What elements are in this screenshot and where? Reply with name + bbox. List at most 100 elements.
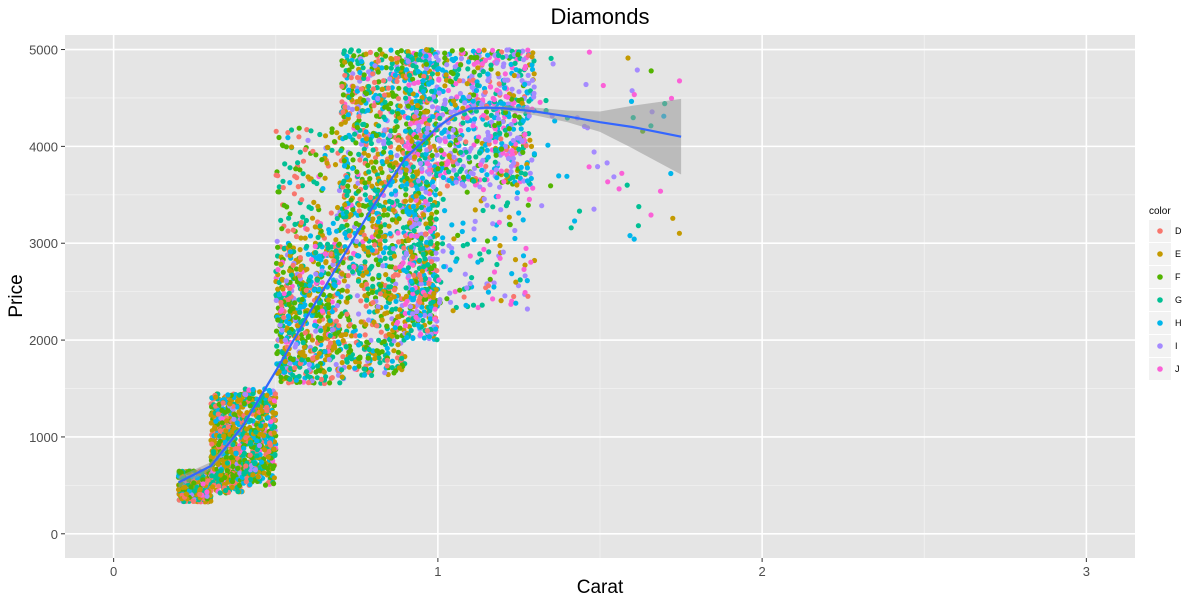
point-I (442, 97, 448, 103)
point-H (433, 326, 439, 332)
point-H (410, 203, 416, 210)
point-I (375, 95, 381, 101)
point-E (372, 355, 378, 362)
point-G (212, 474, 218, 480)
point-D (482, 89, 488, 95)
point-H (311, 287, 317, 293)
point-I (429, 104, 436, 110)
point-H (449, 56, 455, 62)
point-E (264, 392, 270, 398)
point-D (483, 163, 489, 169)
point-E (224, 418, 230, 424)
point-F (376, 79, 382, 85)
point-F (313, 152, 319, 158)
point-H (509, 271, 515, 277)
point-G (338, 225, 344, 231)
point-E (210, 484, 216, 490)
point-E (244, 410, 250, 416)
point-G (350, 269, 356, 275)
point-G (218, 468, 224, 474)
point-F (287, 355, 294, 361)
point-I (435, 57, 441, 63)
point-F (438, 147, 444, 153)
point-D (285, 130, 291, 136)
point-G (300, 171, 306, 177)
point-F (460, 174, 466, 180)
point-E (272, 410, 279, 416)
point-G (217, 433, 223, 439)
point-D (384, 357, 390, 363)
point-E (176, 487, 182, 493)
point-D (422, 292, 428, 298)
point-G (543, 97, 549, 104)
point-H (471, 237, 477, 243)
point-D (297, 255, 303, 261)
point-F (434, 209, 440, 215)
point-H (341, 163, 348, 169)
point-G (424, 179, 430, 185)
point-I (505, 155, 512, 162)
point-E (287, 268, 293, 274)
point-E (275, 286, 281, 292)
x-tick-label: 3 (1083, 564, 1090, 579)
point-E (261, 433, 267, 439)
point-J (413, 314, 419, 320)
point-H (307, 282, 313, 288)
point-I (405, 58, 411, 64)
point-G (252, 461, 258, 467)
point-F (329, 126, 335, 132)
point-E (403, 293, 409, 299)
point-H (334, 228, 340, 234)
point-F (314, 305, 321, 311)
point-D (357, 157, 363, 163)
point-H (407, 87, 414, 93)
point-D (370, 71, 376, 77)
point-G (482, 177, 488, 183)
point-H (408, 278, 414, 284)
point-G (217, 490, 223, 496)
point-D (372, 155, 379, 161)
point-I (419, 185, 425, 192)
point-D (292, 173, 298, 179)
point-G (464, 241, 470, 247)
point-E (333, 237, 339, 243)
point-D (329, 375, 335, 381)
x-axis-label: Carat (577, 577, 624, 598)
point-H (365, 107, 371, 113)
point-D (266, 448, 272, 455)
point-I (468, 145, 474, 151)
point-D (333, 318, 339, 324)
point-D (303, 287, 309, 293)
point-H (524, 165, 531, 171)
point-H (466, 59, 472, 65)
point-J (271, 398, 277, 404)
point-G (192, 488, 198, 494)
point-E (379, 317, 385, 323)
point-E (625, 55, 631, 61)
point-D (434, 268, 440, 274)
point-G (297, 149, 303, 155)
point-J (395, 230, 401, 236)
point-G (303, 217, 309, 224)
point-G (271, 424, 277, 430)
point-F (188, 484, 194, 490)
point-J (427, 228, 434, 234)
point-E (413, 169, 419, 175)
point-H (441, 128, 447, 135)
point-F (271, 481, 277, 487)
point-J (281, 291, 287, 297)
point-G (480, 68, 486, 75)
point-G (315, 363, 321, 369)
point-E (481, 47, 487, 53)
point-E (316, 318, 322, 324)
point-H (307, 233, 314, 239)
point-G (624, 182, 630, 188)
point-D (304, 226, 310, 232)
point-F (326, 305, 332, 311)
point-F (229, 478, 236, 485)
point-I (390, 246, 396, 252)
point-J (522, 131, 528, 137)
point-F (327, 380, 333, 386)
point-I (519, 138, 525, 144)
point-G (279, 350, 285, 356)
